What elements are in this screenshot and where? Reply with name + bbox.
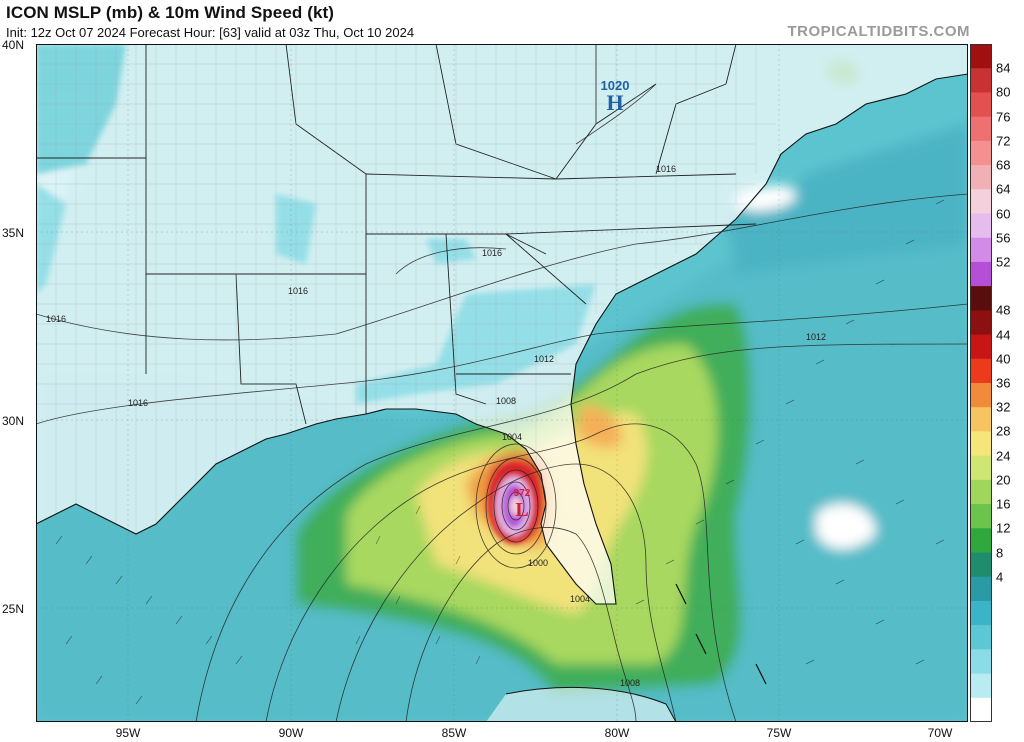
colorbar-tick-label: 64	[996, 181, 1011, 197]
colorbar-tick-label: 24	[996, 448, 1011, 464]
colorbar-tick-label: 84	[996, 60, 1011, 76]
colorbar-swatch	[970, 140, 992, 166]
isobar-label: 1004	[570, 594, 590, 604]
isobar-label: 1012	[806, 332, 826, 342]
coastline	[36, 73, 968, 605]
colorbar-swatch	[970, 528, 992, 553]
colorbar-swatch	[970, 68, 992, 93]
colorbar-swatch	[970, 625, 992, 650]
county-grid	[36, 44, 776, 534]
colorbar-tick-label: 12	[996, 520, 1011, 536]
lon-label-75w: 75W	[766, 726, 792, 740]
isobar-label: 1004	[502, 432, 522, 442]
weather-map: 1016 1016 1016 1016 1016 1012 1012 1008 …	[36, 44, 968, 722]
colorbar-tick-label: 76	[996, 109, 1011, 125]
isobar-label: 1012	[534, 354, 554, 364]
colorbar-tick-label: 44	[996, 327, 1011, 343]
cuba-coast	[505, 686, 677, 722]
colorbar-tick-label: 16	[996, 496, 1011, 512]
colorbar-tick-label: 56	[996, 230, 1011, 246]
lon-label-85w: 85W	[441, 726, 467, 740]
map-subtitle: Init: 12z Oct 07 2024 Forecast Hour: [63…	[6, 25, 415, 40]
isobar-label: 1016	[656, 164, 676, 174]
low-pressure-value: 972	[514, 488, 531, 499]
isobar-label: 1008	[496, 396, 516, 406]
colorbar-swatch	[970, 286, 992, 311]
lat-label-25n: 25N	[2, 602, 25, 616]
colorbar-tick-label: 28	[996, 423, 1011, 439]
wind-barbs	[55, 199, 945, 705]
colorbar-tick-label: 4	[996, 569, 1004, 585]
colorbar-swatch	[970, 213, 992, 239]
lat-label-35n: 35N	[2, 226, 25, 240]
colorbar-tick-label: 32	[996, 399, 1011, 415]
colorbar-tick-label: 52	[996, 254, 1011, 270]
colorbar-swatch	[970, 165, 992, 190]
colorbar-swatch	[970, 116, 992, 142]
lon-label-80w: 80W	[604, 726, 630, 740]
lat-label-30n: 30N	[2, 414, 25, 428]
isobar-label: 1000	[528, 558, 548, 568]
isobar-label: 1016	[46, 314, 66, 324]
colorbar-tick-label: 20	[996, 472, 1011, 488]
colorbar-swatch	[970, 407, 992, 432]
colorbar-swatch	[970, 383, 992, 408]
latlon-grid	[36, 44, 968, 722]
storm-core	[488, 464, 540, 544]
colorbar-swatch	[970, 504, 992, 529]
bahamas-coast	[675, 583, 767, 685]
colorbar-tick-label: 80	[996, 84, 1011, 100]
colorbar-tick-label: 68	[996, 157, 1011, 173]
lon-label-70w: 70W	[927, 726, 953, 740]
colorbar-tick-label: 60	[996, 206, 1011, 221]
colorbar-tick-label: 48	[996, 302, 1011, 318]
colorbar-swatch	[970, 552, 992, 578]
colorbar-swatch	[970, 479, 992, 505]
brand-watermark: TROPICALTIDBITS.COM	[787, 23, 970, 40]
colorbar-swatch	[970, 310, 992, 336]
colorbar-swatch	[970, 697, 992, 722]
lon-label-95w: 95W	[115, 726, 141, 740]
colorbar-swatch	[970, 334, 992, 360]
isobar-label: 1016	[482, 248, 502, 258]
colorbar-tick-label: 36	[996, 375, 1011, 391]
high-pressure-symbol: H	[606, 90, 623, 115]
colorbar-swatch	[970, 455, 992, 481]
colorbar-swatch	[970, 44, 992, 69]
colorbar-swatch	[970, 576, 992, 602]
colorbar-swatch	[970, 431, 992, 457]
colorbar-swatch	[970, 237, 992, 263]
colorbar-swatch	[970, 649, 992, 675]
colorbar-swatch	[970, 189, 992, 214]
low-pressure-symbol: L	[515, 499, 528, 521]
high-pressure-value: 1020	[601, 78, 630, 93]
colorbar-swatch	[970, 92, 992, 118]
lon-label-90w: 90W	[278, 726, 304, 740]
colorbar-tick-label: 40	[996, 351, 1011, 367]
isobars	[36, 83, 968, 722]
isobar-label: 1016	[288, 286, 308, 296]
colorbar-swatch	[970, 600, 992, 626]
cuba-land	[486, 687, 676, 722]
colorbar-tick-label: 8	[996, 545, 1004, 560]
lat-label-40n: 40N	[2, 38, 25, 52]
isobar-label: 1016	[128, 398, 148, 408]
wind-speed-colorbar	[970, 44, 992, 722]
colorbar-tick-label: 72	[996, 133, 1011, 149]
colorbar-swatch	[970, 358, 992, 384]
colorbar-swatch	[970, 261, 992, 287]
colorbar-swatch	[970, 673, 992, 699]
isobar-label: 1008	[620, 678, 640, 688]
map-title: ICON MSLP (mb) & 10m Wind Speed (kt)	[6, 3, 335, 22]
